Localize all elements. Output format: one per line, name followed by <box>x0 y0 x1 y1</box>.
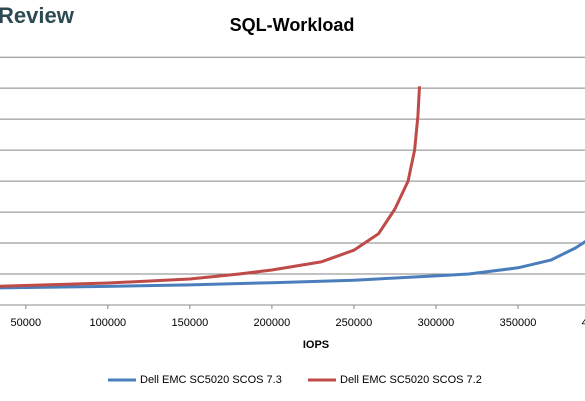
line-series <box>0 240 585 290</box>
brand: Review <box>0 3 75 28</box>
x-tick-label: 400000 <box>582 317 585 329</box>
x-axis-label: IOPS <box>303 339 329 351</box>
legend-label: Dell EMC SC5020 SCOS 7.2 <box>340 374 482 386</box>
x-tick-label: 350000 <box>500 317 537 329</box>
x-tick-label: 250000 <box>336 317 373 329</box>
x-tick-label: 100000 <box>89 317 126 329</box>
chart-title: SQL-Workload <box>230 15 355 35</box>
x-tick-label: 200000 <box>254 317 291 329</box>
legend-label: Dell EMC SC5020 SCOS 7.3 <box>140 374 282 386</box>
x-tick-label: 300000 <box>418 317 455 329</box>
line-series <box>0 86 421 288</box>
x-tick-label: 150000 <box>172 317 209 329</box>
x-tick-label: 50000 <box>11 317 42 329</box>
